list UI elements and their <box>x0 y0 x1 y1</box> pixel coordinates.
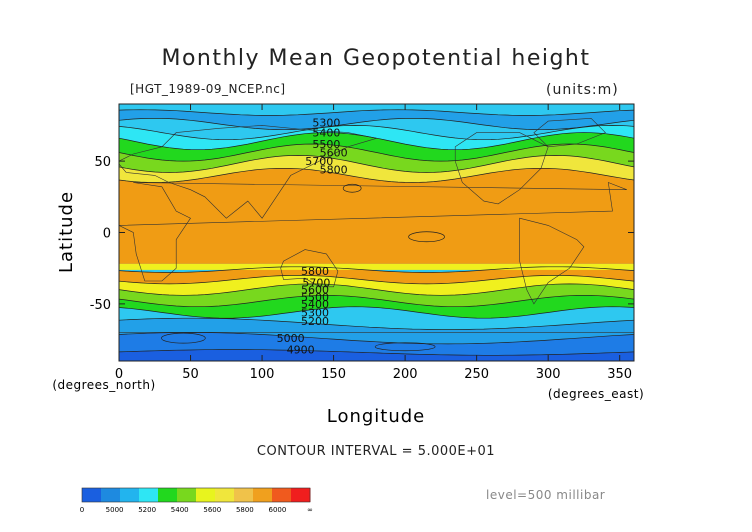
x-axis-title: Longitude <box>327 406 426 427</box>
contour-line <box>119 317 634 330</box>
x-tick-label: 350 <box>607 367 632 382</box>
x-unit-label: (degrees_east) <box>548 387 644 401</box>
colorbar-tick-label: 5200 <box>138 506 156 514</box>
colorbar-tick-label: ∞ <box>307 506 313 514</box>
contour-line <box>119 109 634 116</box>
colorbar-segment <box>101 488 121 502</box>
continent-outline <box>119 125 377 219</box>
colorbar-segment <box>82 488 102 502</box>
x-tick-label: 0 <box>115 367 123 382</box>
y-tick-label: 50 <box>94 155 111 170</box>
x-tick-label: 200 <box>393 367 418 382</box>
units-label: (units:m) <box>546 82 619 98</box>
x-tick-label: 50 <box>182 367 199 382</box>
continent-outline <box>454 132 549 205</box>
contour-line <box>119 294 634 308</box>
contour-line <box>119 266 634 273</box>
contour-label: 5800 <box>301 265 329 278</box>
y-axis-ticks: -50 0 50 <box>90 155 634 313</box>
band-south-fringe <box>119 263 634 270</box>
contour-closed <box>342 183 362 193</box>
band-tropics <box>119 189 634 264</box>
y-axis-title: Latitude <box>56 191 77 273</box>
contour-line <box>119 125 634 141</box>
contour-label: 5400 <box>301 298 329 311</box>
contour-closed <box>408 231 445 243</box>
contour-interval-label: CONTOUR INTERVAL = 5.000E+01 <box>256 444 496 459</box>
contour-label: 4900 <box>287 344 315 357</box>
colorbar-tick-label: 5400 <box>171 506 189 514</box>
y-tick-label: -50 <box>90 298 111 313</box>
contour-line <box>119 117 634 131</box>
colorbar-tick-label: 0 <box>80 506 84 514</box>
source-file-label: [HGT_1989-09_NCEP.nc] <box>130 82 286 96</box>
contour-line <box>119 332 634 345</box>
continent-outline <box>119 182 627 282</box>
contour-lines <box>119 109 634 356</box>
colorbar-tick-label: 5000 <box>106 506 124 514</box>
contour-line <box>119 274 634 285</box>
contour-labels: 5300540055005600570058005800570056005500… <box>277 117 348 357</box>
contour-label: 5500 <box>301 291 329 304</box>
continent-outlines <box>119 117 634 361</box>
colorbar-segment <box>234 488 254 502</box>
contour-label: 5800 <box>320 164 348 177</box>
contour-line <box>119 155 634 173</box>
colorbar: 0 5000 5200 5400 5600 5800 6000 ∞ <box>80 487 313 514</box>
colorbar-tick-label: 6000 <box>269 506 287 514</box>
x-tick-label: 300 <box>536 367 561 382</box>
level-label: level=500 millibar <box>486 488 606 502</box>
contour-closed <box>374 342 436 352</box>
contour-label: 5400 <box>312 127 340 140</box>
colorbar-segment <box>272 488 292 502</box>
colorbar-frame <box>81 487 311 503</box>
x-axis-ticks: 0 50 100 150 200 250 300 350 <box>115 104 632 382</box>
contour-line <box>119 143 634 162</box>
contour-label: 5600 <box>320 147 348 160</box>
y-unit-label: (degrees_north) <box>52 378 155 392</box>
contour-line <box>119 132 634 151</box>
contour-label: 5300 <box>312 117 340 130</box>
colorbar-segment <box>158 488 178 502</box>
colorbar-segment <box>253 488 273 502</box>
contour-label: 5200 <box>301 315 329 328</box>
colorbar-segment <box>291 488 311 502</box>
colorbar-segment <box>196 488 216 502</box>
chart-title: Monthly Mean Geopotential height <box>161 46 591 71</box>
colorbar-tick-label: 5600 <box>203 506 221 514</box>
x-tick-label: 150 <box>321 367 346 382</box>
contour-label: 5600 <box>301 284 329 297</box>
contour-line <box>119 167 634 183</box>
contour-label: 5700 <box>302 276 330 289</box>
colorbar-segment <box>177 488 197 502</box>
colorbar-segment <box>139 488 159 502</box>
colorbar-tick-label: 5800 <box>236 506 254 514</box>
contour-line <box>119 349 634 356</box>
contour-label: 5000 <box>277 332 305 345</box>
contour-label: 5300 <box>301 306 329 319</box>
band-south <box>119 349 634 361</box>
colorbar-segment <box>215 488 235 502</box>
continent-outline <box>519 217 585 305</box>
contour-line <box>119 283 634 296</box>
x-tick-label: 250 <box>464 367 489 382</box>
contour-label: 5700 <box>305 155 333 168</box>
continent-outline <box>280 249 339 288</box>
contour-label: 5500 <box>312 138 340 151</box>
contour-line <box>119 306 634 319</box>
continent-outline <box>119 332 634 361</box>
y-tick-label: 0 <box>103 227 111 242</box>
x-tick-label: 100 <box>250 367 275 382</box>
colorbar-segment <box>120 488 140 502</box>
filled-contour-bands <box>119 104 634 361</box>
contour-closed <box>161 332 206 344</box>
